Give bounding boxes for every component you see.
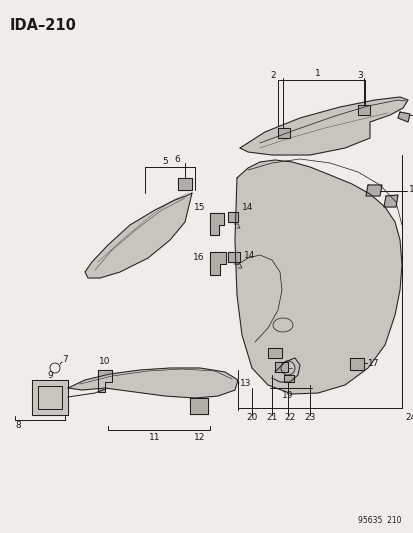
Polygon shape (240, 97, 407, 155)
Polygon shape (383, 195, 397, 207)
Polygon shape (68, 368, 237, 398)
Polygon shape (357, 105, 369, 115)
Text: 8: 8 (15, 421, 21, 430)
Polygon shape (365, 185, 381, 196)
Text: 95635  210: 95635 210 (358, 516, 401, 525)
Polygon shape (349, 358, 363, 370)
Text: 14: 14 (242, 204, 253, 213)
Text: 2: 2 (270, 70, 275, 79)
Polygon shape (178, 178, 192, 190)
Polygon shape (235, 160, 401, 394)
Text: 16: 16 (192, 253, 204, 262)
Text: 10: 10 (99, 358, 111, 367)
Polygon shape (267, 348, 281, 358)
Polygon shape (283, 375, 293, 382)
Text: 6: 6 (173, 156, 179, 165)
Polygon shape (98, 370, 112, 392)
Text: 23: 23 (304, 414, 315, 423)
Polygon shape (209, 252, 225, 275)
Polygon shape (32, 380, 68, 415)
Polygon shape (228, 212, 237, 222)
Polygon shape (397, 112, 409, 122)
Text: 11: 11 (149, 432, 160, 441)
Text: 3: 3 (356, 70, 362, 79)
Text: 15: 15 (193, 204, 204, 213)
Text: IDA–210: IDA–210 (10, 18, 77, 33)
Text: 20: 20 (246, 414, 257, 423)
Text: 12: 12 (194, 432, 205, 441)
Text: 1: 1 (314, 69, 320, 78)
Text: 21: 21 (266, 414, 277, 423)
Text: 19: 19 (282, 392, 293, 400)
Polygon shape (190, 398, 207, 414)
Polygon shape (209, 213, 223, 235)
Polygon shape (228, 252, 240, 262)
Polygon shape (85, 193, 192, 278)
Text: 14: 14 (243, 252, 255, 261)
Text: 22: 22 (284, 414, 295, 423)
Polygon shape (277, 128, 289, 138)
Text: 24: 24 (404, 414, 413, 423)
Polygon shape (274, 362, 287, 372)
Text: 5: 5 (162, 157, 167, 166)
Text: 7: 7 (62, 356, 68, 365)
Text: 9: 9 (47, 370, 53, 379)
Text: 13: 13 (240, 379, 251, 389)
Text: 18: 18 (408, 185, 413, 195)
Text: 17: 17 (367, 359, 379, 367)
